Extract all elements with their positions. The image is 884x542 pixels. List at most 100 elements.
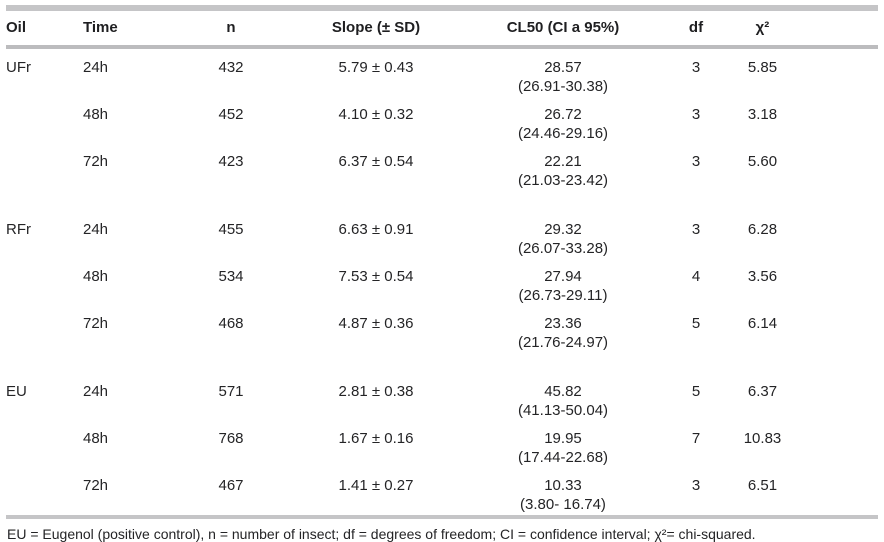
cell-time: 24h (83, 383, 109, 400)
cell-oil (6, 467, 83, 514)
cell-time: 24h (83, 221, 109, 238)
cell-cl50: 19.95 (17.44-22.68) (473, 420, 653, 467)
cell-oil (6, 258, 83, 305)
cell-time: 72h (83, 153, 109, 170)
results-table: Oil Time n Slope (± SD) CL50 (CI a 95%) … (6, 11, 878, 514)
cell-chi-squared: 6.14 (747, 315, 778, 332)
cl50-value: 26.72 (544, 106, 582, 123)
cl50-confidence-interval: (21.03-23.42) (517, 172, 609, 189)
cl50-value: 10.33 (544, 477, 582, 494)
cl50-value: 45.82 (544, 383, 582, 400)
cl50-value: 23.36 (544, 315, 582, 332)
cl50-value: 22.21 (544, 153, 582, 170)
column-header-slope: Slope (± SD) (279, 11, 473, 49)
cell-slope: 1.41 ± 0.27 (338, 477, 414, 494)
cell-cl50: 22.21 (21.03-23.42) (473, 143, 653, 190)
cell-n: 571 (218, 383, 244, 400)
cl50-value: 19.95 (544, 430, 582, 447)
cell-slope: 7.53 ± 0.54 (338, 268, 414, 285)
cell-chi-squared: 5.85 (747, 59, 778, 76)
cl50-confidence-interval: (3.80- 16.74) (520, 496, 606, 513)
cell-slope: 4.10 ± 0.32 (338, 106, 414, 123)
cell-chi-squared: 10.83 (743, 430, 782, 447)
table-row: 72h 468 4.87 ± 0.36 23.36 (21.76-24.97) … (6, 305, 878, 352)
cell-time: 48h (83, 430, 109, 447)
table-row: 48h 534 7.53 ± 0.54 27.94 (26.73-29.11) … (6, 258, 878, 305)
cell-oil (6, 420, 83, 467)
cell-slope: 6.37 ± 0.54 (338, 153, 414, 170)
cell-df: 5 (691, 315, 701, 332)
cl50-value: 27.94 (544, 268, 582, 285)
cl50-confidence-interval: (26.91-30.38) (517, 78, 609, 95)
cell-df: 3 (691, 477, 701, 494)
cell-time: 48h (83, 106, 109, 123)
cell-cl50: 23.36 (21.76-24.97) (473, 305, 653, 352)
column-header-chi-squared: χ² (739, 11, 878, 49)
table-top-rule (6, 5, 878, 11)
cell-n: 467 (218, 477, 244, 494)
cell-cl50: 10.33 (3.80- 16.74) (473, 467, 653, 514)
cell-df: 5 (691, 383, 701, 400)
table-footnote: EU = Eugenol (positive control), n = num… (6, 515, 878, 542)
table-row: EU 24h 571 2.81 ± 0.38 45.82 (41.13-50.0… (6, 352, 878, 420)
cell-chi-squared: 5.60 (747, 153, 778, 170)
cl50-confidence-interval: (26.73-29.11) (518, 287, 608, 304)
cell-n: 432 (218, 59, 244, 76)
cell-n: 423 (218, 153, 244, 170)
column-header-time: Time (83, 11, 183, 49)
cell-time: 72h (83, 477, 109, 494)
column-header-df: df (653, 11, 739, 49)
cell-cl50: 45.82 (41.13-50.04) (473, 352, 653, 420)
column-header-oil: Oil (6, 11, 83, 49)
cl50-value: 29.32 (544, 221, 582, 238)
cell-n: 468 (218, 315, 244, 332)
cell-cl50: 28.57 (26.91-30.38) (473, 47, 653, 96)
table-row: 48h 768 1.67 ± 0.16 19.95 (17.44-22.68) … (6, 420, 878, 467)
cell-chi-squared: 6.51 (747, 477, 778, 494)
cl50-value: 28.57 (544, 59, 582, 76)
cl50-confidence-interval: (26.07-33.28) (517, 240, 609, 257)
column-header-n: n (183, 11, 279, 49)
cell-oil: UFr (6, 59, 31, 76)
cell-df: 3 (691, 221, 701, 238)
cell-chi-squared: 6.37 (747, 383, 778, 400)
cell-chi-squared: 6.28 (747, 221, 778, 238)
cell-time: 72h (83, 315, 109, 332)
table-row: 72h 467 1.41 ± 0.27 10.33 (3.80- 16.74) … (6, 467, 878, 514)
table-row: RFr 24h 455 6.63 ± 0.91 29.32 (26.07-33.… (6, 190, 878, 258)
column-header-cl50: CL50 (CI a 95%) (473, 11, 653, 49)
cell-oil (6, 96, 83, 143)
cell-df: 3 (691, 153, 701, 170)
cl50-confidence-interval: (21.76-24.97) (517, 334, 609, 351)
cl50-confidence-interval: (41.13-50.04) (517, 402, 609, 419)
cell-n: 534 (218, 268, 244, 285)
table-row: 48h 452 4.10 ± 0.32 26.72 (24.46-29.16) … (6, 96, 878, 143)
cell-oil: RFr (6, 221, 31, 238)
cell-df: 3 (691, 59, 701, 76)
cell-oil (6, 305, 83, 352)
table-row: 72h 423 6.37 ± 0.54 22.21 (21.03-23.42) … (6, 143, 878, 190)
cell-n: 455 (218, 221, 244, 238)
cell-chi-squared: 3.56 (747, 268, 778, 285)
cl50-confidence-interval: (24.46-29.16) (517, 125, 609, 142)
cell-cl50: 29.32 (26.07-33.28) (473, 190, 653, 258)
table-row: UFr 24h 432 5.79 ± 0.43 28.57 (26.91-30.… (6, 47, 878, 96)
cell-df: 7 (691, 430, 701, 447)
cell-time: 48h (83, 268, 109, 285)
cell-cl50: 26.72 (24.46-29.16) (473, 96, 653, 143)
cell-n: 452 (218, 106, 244, 123)
cl50-confidence-interval: (17.44-22.68) (517, 449, 609, 466)
cell-oil: EU (6, 383, 27, 400)
header-row: Oil Time n Slope (± SD) CL50 (CI a 95%) … (6, 11, 878, 49)
cell-n: 768 (218, 430, 244, 447)
cell-slope: 5.79 ± 0.43 (338, 59, 414, 76)
cell-oil (6, 143, 83, 190)
cell-cl50: 27.94 (26.73-29.11) (473, 258, 653, 305)
cell-df: 4 (691, 268, 701, 285)
cell-slope: 4.87 ± 0.36 (338, 315, 414, 332)
cell-slope: 2.81 ± 0.38 (338, 383, 414, 400)
cell-df: 3 (691, 106, 701, 123)
cell-slope: 1.67 ± 0.16 (338, 430, 414, 447)
cell-time: 24h (83, 59, 109, 76)
